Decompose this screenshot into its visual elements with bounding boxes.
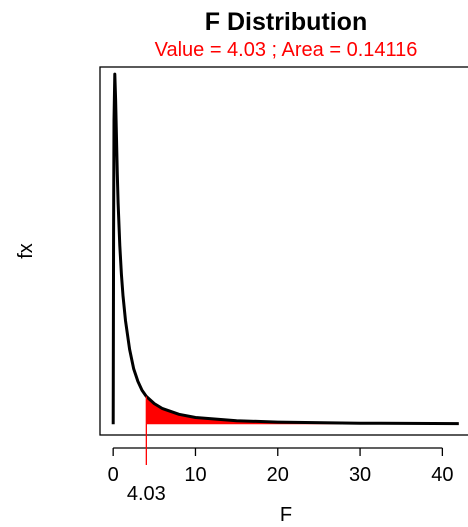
x-tick-label: 0 [108, 464, 119, 486]
x-axis-ticks: 0 10 20 30 40 [108, 448, 453, 486]
shaded-tail-area [146, 396, 459, 425]
y-axis-label: fx [15, 243, 37, 259]
chart-title: F Distribution [205, 8, 367, 36]
x-axis-label: F [280, 504, 292, 526]
x-tick-label: 10 [184, 464, 206, 486]
value-marker-label: 4.03 [127, 483, 166, 505]
x-tick-label: 20 [267, 464, 289, 486]
density-curve [111, 72, 459, 426]
x-tick-label: 40 [431, 464, 453, 486]
chart-subtitle: Value = 4.03 ; Area = 0.14116 [155, 39, 418, 61]
plot-frame [99, 66, 468, 436]
x-tick-label: 30 [349, 464, 371, 486]
